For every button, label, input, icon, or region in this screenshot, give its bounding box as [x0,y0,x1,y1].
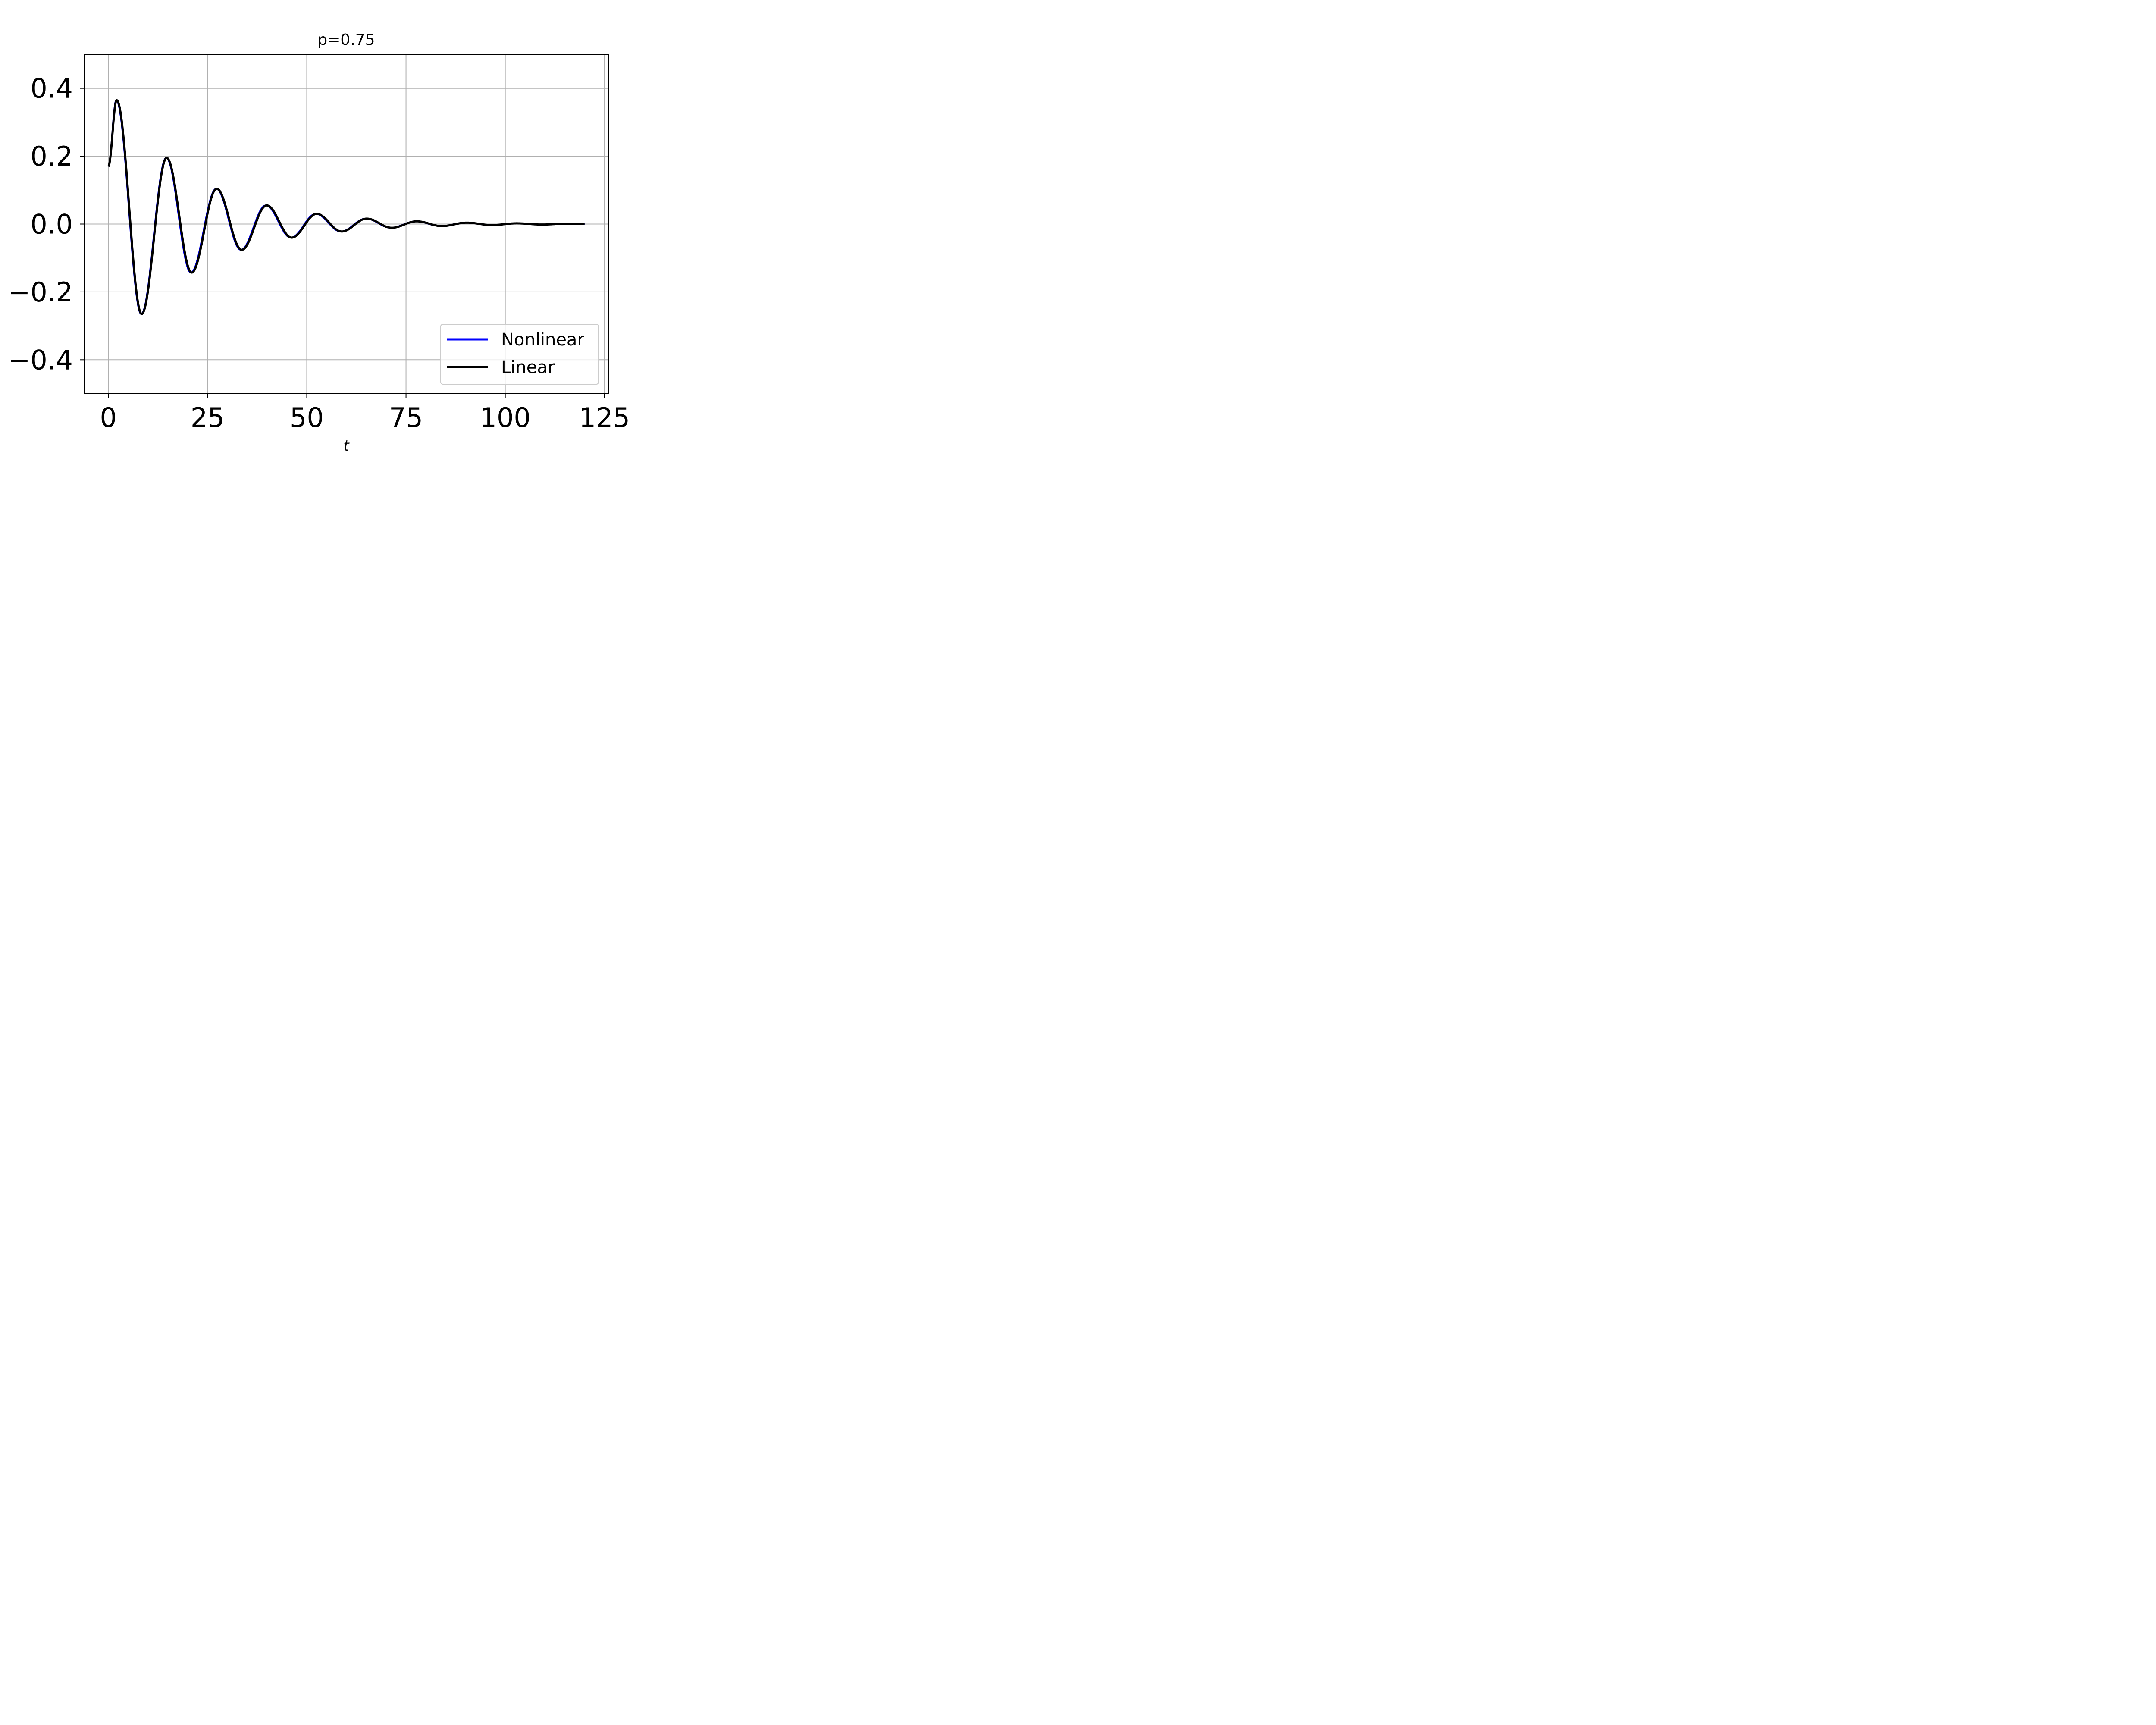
series-layer [107,99,586,315]
legend-label-nonlinear: Nonlinear [501,330,584,350]
y-tick-label: 0.2 [30,141,73,172]
x-tick-label: 50 [290,402,324,433]
x-tick-label: 25 [191,402,225,433]
y-tick-label: −0.2 [8,276,73,308]
y-tick-label: −0.4 [8,344,73,376]
legend: Nonlinear Linear [440,324,599,385]
x-tick-label: 100 [480,402,531,433]
x-axis-label: t [343,437,350,451]
series-line-nonlinear [107,99,585,315]
legend-label-linear: Linear [501,358,555,377]
x-tick-label: 0 [100,402,117,433]
y-tick-label: 0.4 [30,73,73,104]
line-chart: 0 25 50 75 100 125 0.4 0.2 0.0 −0.2 −0.4 p=0.75 t… [8,31,630,451]
x-tick-label: 75 [389,402,423,433]
series-line-linear [107,99,586,315]
x-axis: 0 25 50 75 100 125 [100,394,630,433]
y-tick-label: 0.0 [30,209,73,240]
chart-title: p=0.75 [317,31,375,49]
y-axis: 0.4 0.2 0.0 −0.2 −0.4 [8,73,85,376]
x-tick-label: 125 [579,402,630,433]
